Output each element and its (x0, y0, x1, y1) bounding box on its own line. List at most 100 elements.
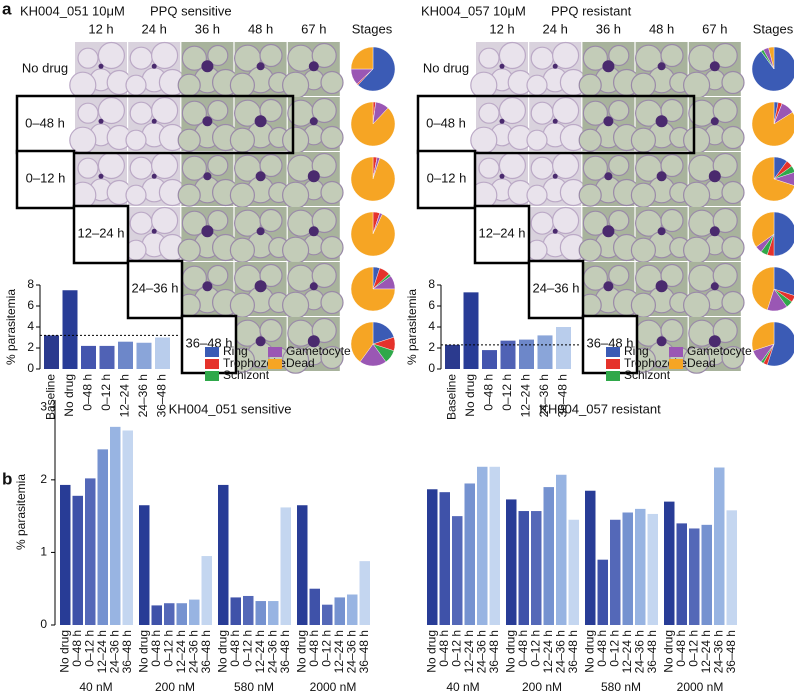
x-tick-label: 36–48 h (645, 630, 659, 673)
pie-slice (350, 156, 396, 202)
micrograph (177, 152, 240, 207)
x-tick-label: No drug (137, 630, 151, 673)
rbc (551, 41, 580, 70)
bar (519, 339, 534, 369)
micrograph (630, 152, 691, 208)
rbc (311, 317, 337, 344)
rbc (526, 74, 548, 96)
micrograph (282, 262, 344, 319)
micrograph (630, 42, 691, 98)
rbc (551, 206, 580, 235)
micrograph (125, 151, 186, 207)
bar (359, 561, 370, 625)
rbc (229, 292, 255, 318)
bar (151, 605, 162, 625)
legend-label: Gametocyte (687, 344, 752, 358)
x-tick-label: 36–48 h (278, 630, 292, 673)
pie-slice (773, 211, 794, 257)
bar (543, 487, 554, 625)
rbc (320, 70, 344, 95)
micrograph (470, 41, 533, 99)
bar (201, 556, 212, 625)
rbc (526, 129, 548, 151)
x-tick-label: 0–12 h (529, 630, 543, 667)
row-box (416, 149, 477, 210)
row-box (416, 94, 696, 155)
row-box (527, 259, 585, 320)
bar (714, 467, 725, 625)
parasite (151, 63, 157, 69)
strain: KH004_057 (421, 3, 490, 18)
rbc (630, 237, 657, 263)
legend-swatch (669, 359, 683, 369)
micrograph (682, 317, 745, 374)
row-label: 0–48 h (25, 115, 65, 130)
row-label: 12–24 h (78, 225, 125, 240)
stages-header: Stages (753, 21, 794, 36)
rbc (125, 74, 147, 96)
micrograph (470, 96, 533, 154)
rbc (608, 264, 630, 287)
rbc (151, 41, 179, 70)
rbc (207, 264, 229, 287)
parasite (655, 280, 668, 293)
micrograph (229, 97, 290, 153)
rbc (282, 126, 310, 154)
rbc (660, 263, 684, 288)
parasite (656, 336, 667, 347)
bar (445, 344, 460, 369)
rbc (688, 99, 716, 127)
bar (689, 528, 700, 625)
bar (506, 499, 517, 625)
group-label: 200 nM (155, 680, 195, 694)
x-tick-label: 0–48 h (307, 630, 321, 667)
rbc (630, 127, 657, 153)
time-header: 12 h (489, 21, 514, 36)
micrograph (578, 152, 641, 207)
pie-slice (357, 46, 396, 92)
row-label: 24–36 h (533, 280, 580, 295)
bar (597, 559, 608, 625)
x-tick-label: 0–12 h (83, 630, 97, 667)
bar (99, 345, 115, 369)
micrograph (69, 96, 132, 154)
rbc (712, 152, 738, 179)
y-tick-label: 6 (27, 298, 34, 312)
micrograph (177, 97, 240, 152)
x-tick-label: No drug (295, 630, 309, 673)
y-axis-label: % parasitemia (405, 289, 419, 365)
bar (489, 466, 500, 625)
time-header: 67 h (301, 21, 326, 36)
parasite (708, 335, 721, 348)
parasite (201, 225, 214, 238)
legend-label: Schizont (624, 368, 671, 382)
parasite (602, 225, 615, 238)
y-tick-label: 4 (27, 319, 34, 333)
x-tick-label: No drug (62, 374, 76, 417)
legend-swatch (268, 347, 282, 357)
micrograph (69, 41, 132, 99)
x-tick-label: 24–36 h (345, 630, 359, 673)
rbc (287, 99, 315, 127)
parasite (255, 171, 266, 182)
x-tick-label: 0–12 h (320, 630, 334, 667)
y-tick-label: 0 (428, 361, 435, 375)
parasite (603, 281, 614, 292)
parasite (307, 170, 320, 183)
x-tick-label: 0–48 h (516, 630, 530, 667)
x-tick-label: 24–36 h (266, 630, 280, 673)
group-label: 40 nM (446, 680, 479, 694)
time-header: 67 h (702, 21, 727, 36)
rbc (530, 156, 554, 180)
rbc (478, 102, 500, 124)
bar (463, 292, 479, 369)
parasite (708, 170, 721, 183)
rbc (660, 98, 684, 123)
panel-label: a (2, 0, 12, 18)
micrograph (526, 96, 588, 152)
rbc (129, 211, 153, 235)
x-tick-label: 0–48 h (674, 630, 688, 667)
rbc (229, 127, 255, 153)
pie-slice (768, 46, 775, 70)
bar (726, 510, 737, 625)
